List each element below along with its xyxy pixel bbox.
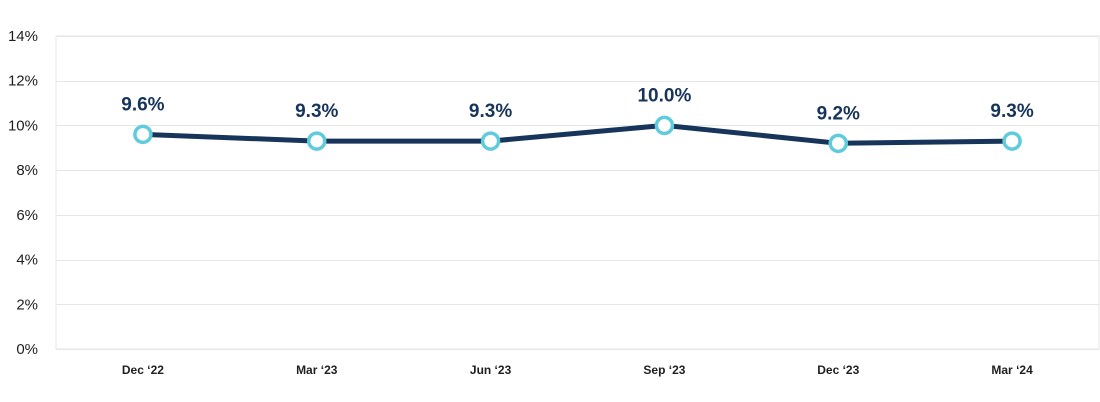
x-tick-label: Dec ‘22 xyxy=(122,363,164,377)
data-points xyxy=(133,115,1022,154)
x-tick-label: Dec ‘23 xyxy=(817,363,859,377)
data-label: 9.6% xyxy=(121,94,164,115)
data-point-marker xyxy=(654,115,675,136)
y-tick-label: 4% xyxy=(16,252,38,269)
gridlines xyxy=(55,35,1100,350)
y-tick-label: 6% xyxy=(16,207,38,224)
x-axis: Dec ‘22 Mar ‘23 Jun ‘23 Sep ‘23 Dec ‘23 Mar ‘… xyxy=(122,363,1033,377)
data-label: 9.3% xyxy=(295,101,338,122)
data-label: 9.3% xyxy=(469,101,512,122)
y-tick-label: 8% xyxy=(16,162,38,179)
y-tick-label: 10% xyxy=(8,117,38,134)
series-line xyxy=(140,122,1015,146)
data-label: 9.2% xyxy=(817,103,860,124)
data-point-marker xyxy=(133,124,153,145)
y-tick-label: 0% xyxy=(16,341,38,358)
x-tick-label: Mar ‘24 xyxy=(991,363,1033,377)
data-label: 9.3% xyxy=(990,101,1033,122)
data-labels: 9.6% 9.3% 9.3% 10.0% 9.2% 9.3% xyxy=(121,85,1034,124)
data-point-marker xyxy=(828,133,848,154)
data-point-marker xyxy=(1002,131,1022,151)
data-point-marker xyxy=(307,131,327,151)
data-label: 10.0% xyxy=(637,85,691,106)
y-tick-label: 12% xyxy=(8,73,38,90)
y-axis: 0% 2% 4% 6% 8% 10% 12% 14% xyxy=(8,28,38,358)
series-line-group xyxy=(140,122,1015,146)
x-tick-label: Mar ‘23 xyxy=(296,363,338,377)
y-tick-label: 2% xyxy=(16,296,38,313)
x-tick-label: Sep ‘23 xyxy=(643,363,685,377)
x-tick-label: Jun ‘23 xyxy=(470,363,512,377)
data-point-marker xyxy=(480,131,501,151)
plot-frame xyxy=(55,35,1100,350)
y-tick-label: 14% xyxy=(8,28,38,45)
